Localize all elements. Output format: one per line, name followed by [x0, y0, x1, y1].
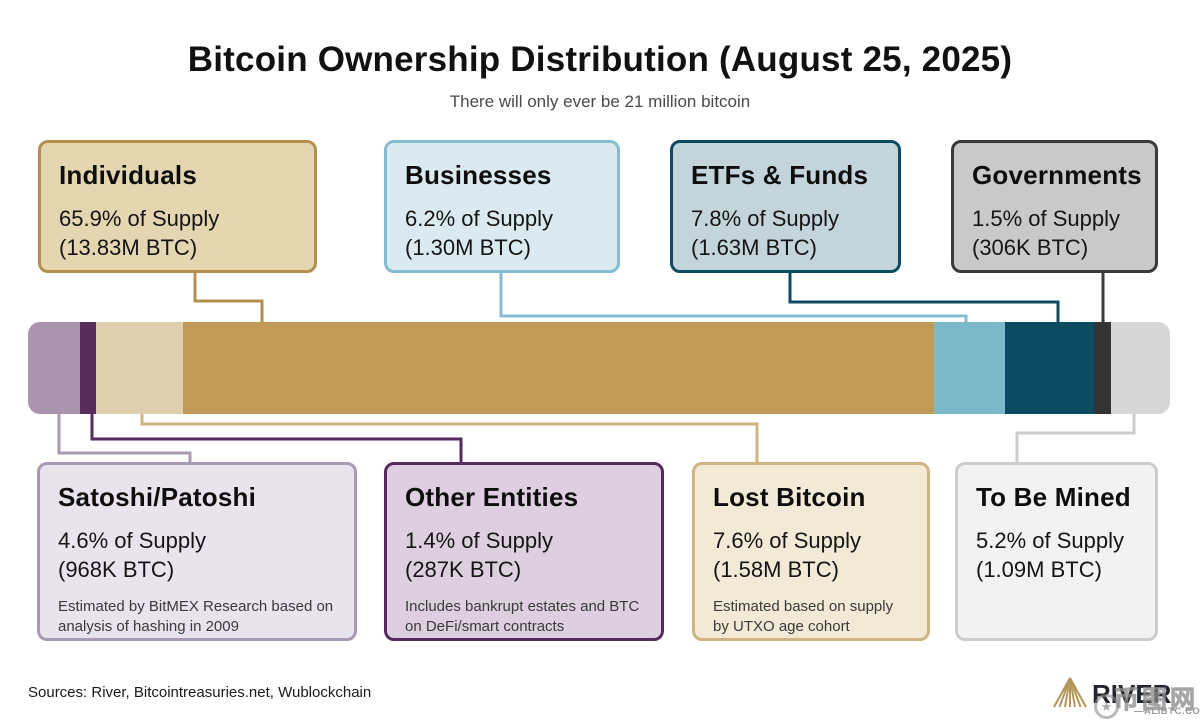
card-stat-btc: (287K BTC) [405, 557, 522, 583]
card-stat-btc: (306K BTC) [972, 235, 1089, 261]
card-title: To Be Mined [976, 482, 1131, 512]
card-other-entities: Other Entities 1.4% of Supply (287K BTC)… [384, 462, 664, 641]
card-governments: Governments 1.5% of Supply (306K BTC) [951, 140, 1158, 273]
bar-segment-to-be-mined [1110, 322, 1170, 414]
card-stat-btc: (968K BTC) [58, 557, 175, 583]
connector-to-be-mined [1015, 410, 1136, 464]
sources-text: Sources: River, Bitcointreasuries.net, W… [28, 684, 372, 701]
card-note: Estimated by BitMEX Research based on an… [58, 598, 334, 635]
card-individuals: Individuals 65.9% of Supply (13.83M BTC) [38, 140, 317, 273]
card-title: ETFs & Funds [691, 160, 869, 190]
card-note: Estimated based on supply by UTXO age co… [713, 598, 894, 635]
bar-segment-lost-bitcoin [96, 322, 183, 414]
card-title: Governments [972, 160, 1142, 190]
page-title: Bitcoin Ownership Distribution (August 2… [187, 40, 1013, 79]
card-stat-btc: (1.58M BTC) [713, 557, 839, 583]
card-stat-percent: 1.5% of Supply [972, 206, 1120, 231]
card-stat-btc: (13.83M BTC) [59, 235, 198, 261]
card-stat-btc: (1.63M BTC) [691, 235, 817, 261]
river-fan-icon [1053, 677, 1087, 708]
card-stat-btc: (1.30M BTC) [405, 235, 531, 261]
bar-segment-governments [1093, 322, 1111, 414]
ownership-bar [28, 322, 1170, 414]
card-to-be-mined: To Be Mined 5.2% of Supply (1.09M BTC) [955, 462, 1158, 641]
connector-individuals [193, 273, 264, 326]
card-businesses: Businesses 6.2% of Supply (1.30M BTC) [384, 140, 620, 273]
bar-segment-individuals [183, 322, 935, 414]
card-note: Includes bankrupt estates and BTC on DeF… [405, 598, 640, 635]
card-stat-btc: (1.09M BTC) [976, 557, 1102, 583]
card-title: Other Entities [405, 482, 579, 512]
card-title: Lost Bitcoin [713, 482, 866, 512]
river-logo: RIVER 币图网 ★ —ALIBTC.COM— [1048, 666, 1200, 720]
page-subtitle: There will only ever be 21 million bitco… [449, 92, 751, 111]
card-stat-percent: 65.9% of Supply [59, 206, 220, 231]
card-stat-percent: 4.6% of Supply [58, 528, 206, 553]
card-stat-percent: 6.2% of Supply [405, 206, 553, 231]
connector-etfs-funds [788, 273, 1060, 326]
watermark-domain-text: —ALIBTC.COM— [1134, 706, 1200, 717]
watermark-seal-icon: ★ [1094, 694, 1119, 719]
bar-segment-businesses [934, 322, 1005, 414]
card-satoshi: Satoshi/Patoshi 4.6% of Supply (968K BTC… [37, 462, 357, 641]
card-stat-percent: 1.4% of Supply [405, 528, 553, 553]
card-stat-percent: 7.8% of Supply [691, 206, 839, 231]
bar-segment-other-entities [80, 322, 97, 414]
connector-other-entities [90, 410, 463, 464]
connector-lost-bitcoin [140, 410, 759, 464]
card-stat-percent: 7.6% of Supply [713, 528, 861, 553]
card-etfs-funds: ETFs & Funds 7.8% of Supply (1.63M BTC) [670, 140, 901, 273]
watermark-cn-text: 币图网 [1113, 686, 1199, 715]
bar-segment-satoshi [28, 322, 81, 414]
bar-segment-etfs-funds [1004, 322, 1094, 414]
card-lost-bitcoin: Lost Bitcoin 7.6% of Supply (1.58M BTC) … [692, 462, 930, 641]
connector-businesses [499, 273, 968, 326]
card-title: Satoshi/Patoshi [58, 482, 257, 512]
card-title: Businesses [405, 160, 552, 190]
card-stat-percent: 5.2% of Supply [976, 528, 1124, 553]
connector-satoshi [57, 410, 192, 464]
card-title: Individuals [59, 160, 198, 190]
